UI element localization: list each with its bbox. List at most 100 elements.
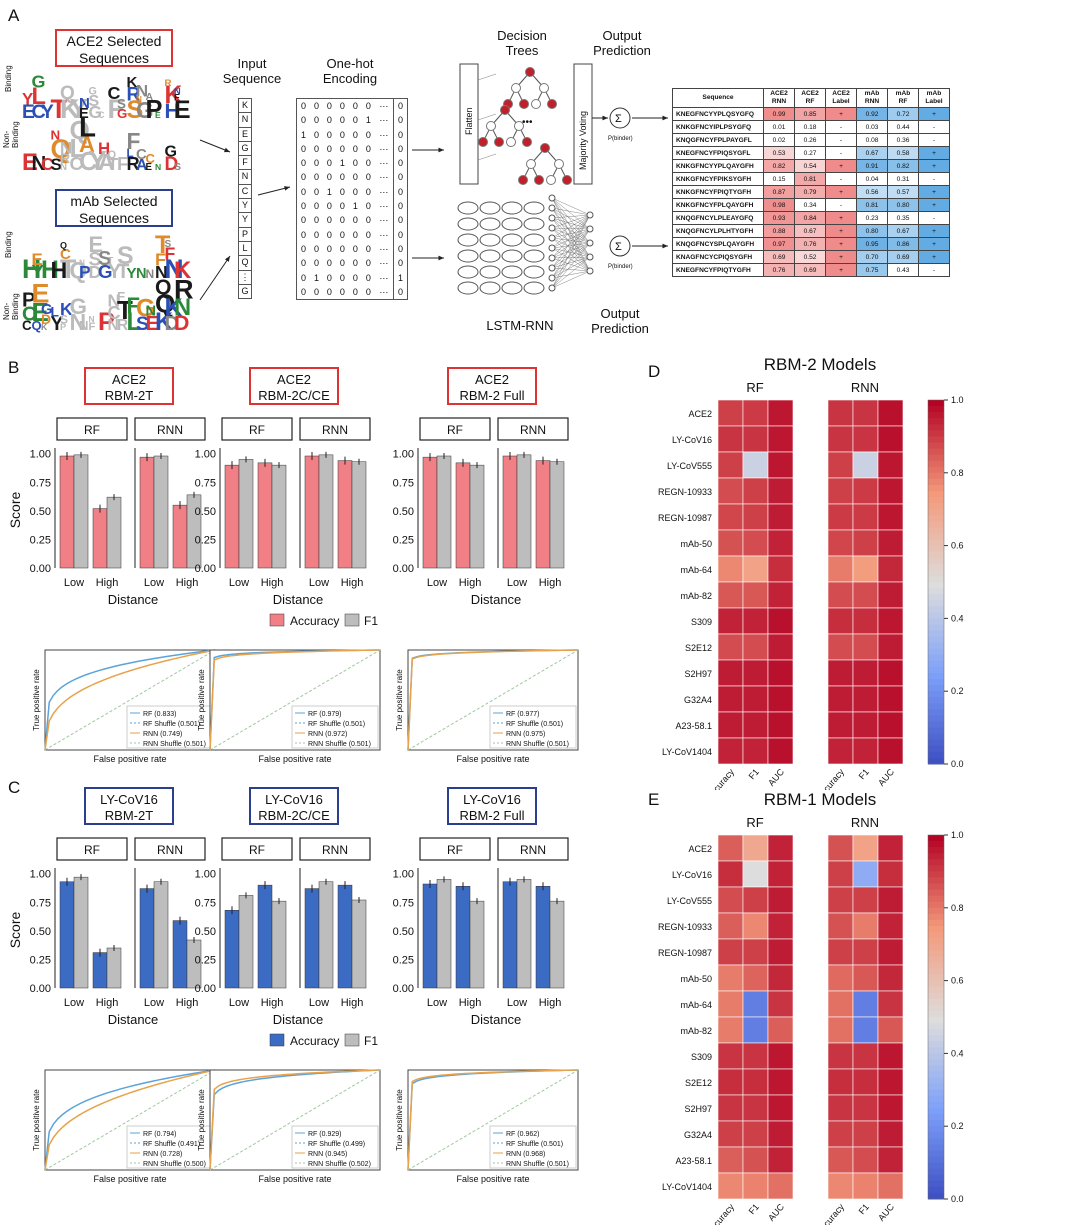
- x-tick-label: High: [459, 997, 482, 1009]
- heatmap-cell: [827, 581, 854, 609]
- colorbar-label: 0.0: [951, 759, 964, 769]
- output-prediction-top-label: Output Prediction: [593, 28, 651, 58]
- table-cell: 0.84: [794, 211, 826, 225]
- legend-accuracy-swatch: [269, 613, 285, 627]
- one-hot-cell: 0: [326, 143, 332, 154]
- colorbar-segment: [928, 1126, 944, 1133]
- table-cell: 0.82: [763, 159, 795, 173]
- prediction-table: Sequence ACE2 RNN ACE2 RF ACE2 Label mAb RNN…: [672, 88, 950, 277]
- logo-glyph: R: [127, 153, 140, 174]
- one-hot-row: 0 0 0 0 0 0 ⋯ 0: [297, 99, 407, 114]
- dense-edge: [551, 228, 591, 279]
- colorbar-segment: [928, 980, 944, 988]
- one-hot-cell: 0: [365, 243, 371, 254]
- one-hot-cell: 0: [392, 284, 407, 300]
- heatmap-group-label: RNN: [851, 815, 879, 830]
- logo-glyph: T: [117, 297, 133, 325]
- input-residue: ⋮: [238, 270, 252, 285]
- colorbar-frame: [927, 399, 945, 765]
- heatmap-cell: [717, 555, 744, 583]
- heatmap-cell: [767, 912, 794, 940]
- table-cell: 0.87: [763, 185, 795, 199]
- chart-title-line2: RBM-2C/CE: [258, 808, 330, 823]
- dense-edge: [551, 256, 591, 289]
- heatmap-cell: [717, 834, 744, 862]
- roc-legend-entry: RNN Shuffle (0.501): [506, 1161, 569, 1168]
- one-hot-cell: 1: [300, 129, 306, 140]
- heatmap-cell: [852, 581, 879, 609]
- logo-glyph: C: [41, 154, 54, 174]
- x-axis-label: Distance: [108, 592, 159, 607]
- one-hot-cell: 0: [300, 101, 306, 111]
- colorbar-segment: [928, 673, 944, 680]
- chart-title-line1: ACE2: [112, 372, 146, 387]
- table-cell: 0.98: [763, 198, 795, 212]
- heatmap-cell: [827, 711, 854, 739]
- tree-node: [547, 99, 557, 109]
- tree-node: [525, 67, 535, 77]
- logo-glyph: P: [60, 322, 66, 332]
- heatmap-cell: [717, 685, 744, 713]
- bar-f1: [73, 876, 89, 989]
- tree-node: [534, 175, 544, 185]
- bar-accuracy: [422, 883, 438, 989]
- one-hot-cell: 0: [326, 158, 332, 169]
- heatmap-cell: [742, 399, 769, 427]
- colorbar-segment: [928, 739, 944, 747]
- one-hot-cell: 0: [365, 201, 371, 212]
- heatmap-cell: [827, 1042, 854, 1070]
- facet-label-rf: RF: [249, 843, 265, 857]
- heatmap-cell: [717, 938, 744, 966]
- roc-y-label: True positive rate: [395, 669, 404, 731]
- colorbar-segment: [928, 454, 944, 462]
- logo-glyph: T: [51, 94, 68, 124]
- dense-node: [586, 267, 594, 275]
- heatmap-cell: [717, 964, 744, 992]
- input-residue: Y: [238, 213, 252, 228]
- table-cell: 0.26: [794, 133, 826, 147]
- logo-glyph: S: [117, 97, 126, 112]
- bar-f1: [351, 461, 367, 569]
- roc-legend-entry: RNN Shuffle (0.500): [143, 1161, 206, 1168]
- heatmap-cell: [767, 477, 794, 505]
- colorbar-label: 0.4: [951, 1048, 964, 1058]
- table-cell: 0.57: [887, 185, 919, 199]
- one-hot-row: 0 0 0 0 0 0 ⋯ 0: [297, 213, 407, 228]
- heatmap-cell: [827, 1172, 854, 1200]
- table-cell: -: [825, 146, 857, 160]
- sum-node-top: [609, 107, 631, 129]
- tree-node: [539, 83, 549, 93]
- table-header-cell: mAb Label: [918, 88, 950, 108]
- logo-glyph: E: [32, 250, 43, 269]
- heatmap-cell: [852, 1016, 879, 1044]
- y-tick-label: 0.25: [195, 534, 216, 546]
- heatmap-row-label: LY-CoV555: [667, 461, 712, 471]
- sum-node-bottom: [609, 235, 631, 257]
- table-cell: -: [825, 198, 857, 212]
- roc-shuffle-line: [407, 649, 579, 751]
- heatmap-row-label: S2H97: [684, 1104, 712, 1114]
- one-hot-cell: ⋯: [379, 286, 389, 297]
- logo-glyph: N: [51, 127, 61, 142]
- heatmap-cell: [852, 1172, 879, 1200]
- roc-x-label: False positive rate: [456, 1174, 529, 1184]
- roc-x-label: False positive rate: [93, 1174, 166, 1184]
- heatmap-column-label: F1: [747, 767, 761, 781]
- roc-legend-entry: RF Shuffle (0.501): [308, 721, 365, 728]
- colorbar-segment: [928, 648, 944, 656]
- table-cell: +: [918, 198, 950, 212]
- logo-glyph: N: [79, 259, 85, 268]
- table-cell: 0.04: [856, 172, 888, 186]
- logo-glyph: L: [32, 84, 46, 110]
- logo-glyph: Q: [70, 257, 88, 283]
- logo-glyph: Q: [60, 83, 75, 104]
- table-row: KNQGFNCYFPLPAYGFL 0.02 0.26-0.08 0.36-: [672, 133, 950, 147]
- table-cell: 0.54: [794, 159, 826, 173]
- heatmap-row-label: LY-CoV16: [672, 435, 712, 445]
- one-hot-cell: 0: [300, 172, 306, 183]
- logo-glyph: L: [127, 147, 134, 160]
- logo-glyph: F: [117, 289, 125, 304]
- lstm-cell: [479, 217, 501, 231]
- dense-edge: [551, 227, 591, 258]
- table-cell: KNAGFNCYCPIQSYGFH: [672, 250, 764, 264]
